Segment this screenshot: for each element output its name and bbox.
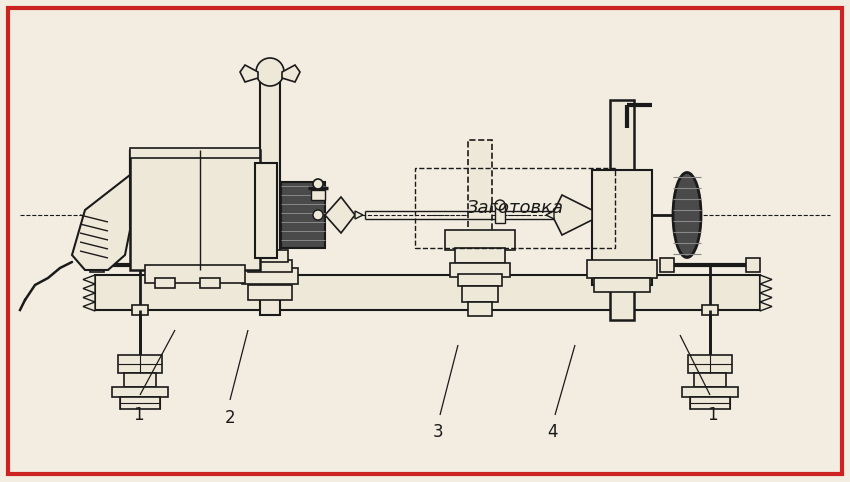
Bar	[200, 278, 220, 288]
Bar	[415, 168, 615, 248]
Circle shape	[495, 200, 505, 210]
Bar	[746, 258, 760, 272]
Bar	[682, 387, 738, 397]
Bar	[594, 278, 650, 292]
Polygon shape	[760, 302, 772, 311]
Polygon shape	[760, 284, 772, 293]
Bar	[462, 286, 498, 302]
Bar	[690, 397, 730, 409]
Ellipse shape	[673, 173, 701, 257]
Bar	[118, 355, 162, 373]
Polygon shape	[311, 190, 325, 200]
Polygon shape	[546, 211, 554, 219]
Polygon shape	[83, 275, 95, 284]
Bar	[248, 260, 292, 272]
Bar	[445, 230, 515, 250]
Bar	[468, 140, 492, 285]
Text: 1: 1	[133, 406, 144, 424]
Bar	[145, 265, 245, 283]
Bar	[176, 258, 190, 272]
Bar	[130, 148, 260, 158]
Circle shape	[313, 210, 323, 220]
Polygon shape	[83, 284, 95, 293]
Polygon shape	[760, 293, 772, 302]
Bar	[255, 163, 277, 258]
Bar	[112, 387, 168, 397]
Bar	[610, 100, 634, 320]
Bar	[120, 397, 160, 409]
Bar	[458, 274, 502, 286]
Bar	[132, 305, 148, 315]
Bar	[124, 373, 156, 387]
Circle shape	[256, 58, 284, 86]
Bar	[95, 275, 760, 310]
Bar	[252, 250, 288, 262]
Text: 1: 1	[706, 406, 717, 424]
Bar	[260, 75, 280, 315]
Bar	[248, 285, 292, 300]
Bar	[281, 182, 325, 248]
Bar	[660, 258, 674, 272]
Bar	[450, 263, 510, 277]
Text: Заготовка: Заготовка	[467, 199, 564, 217]
Polygon shape	[72, 150, 130, 270]
Bar	[592, 170, 652, 285]
Polygon shape	[760, 275, 772, 284]
Text: 2: 2	[224, 409, 235, 427]
Bar	[155, 278, 175, 288]
Bar	[242, 268, 298, 284]
Bar	[495, 205, 505, 223]
Bar	[455, 248, 505, 263]
Polygon shape	[83, 293, 95, 302]
Bar	[130, 150, 260, 270]
Polygon shape	[552, 195, 592, 235]
Circle shape	[313, 179, 323, 189]
Text: 3: 3	[433, 423, 444, 441]
Polygon shape	[83, 302, 95, 311]
Polygon shape	[325, 197, 355, 233]
Polygon shape	[355, 211, 363, 219]
Polygon shape	[240, 65, 258, 82]
Bar	[688, 355, 732, 373]
Bar	[587, 260, 657, 278]
Bar	[468, 302, 492, 316]
Bar	[702, 305, 718, 315]
Bar	[90, 258, 104, 272]
Polygon shape	[282, 65, 300, 82]
Bar	[694, 373, 726, 387]
Text: 4: 4	[547, 423, 558, 441]
